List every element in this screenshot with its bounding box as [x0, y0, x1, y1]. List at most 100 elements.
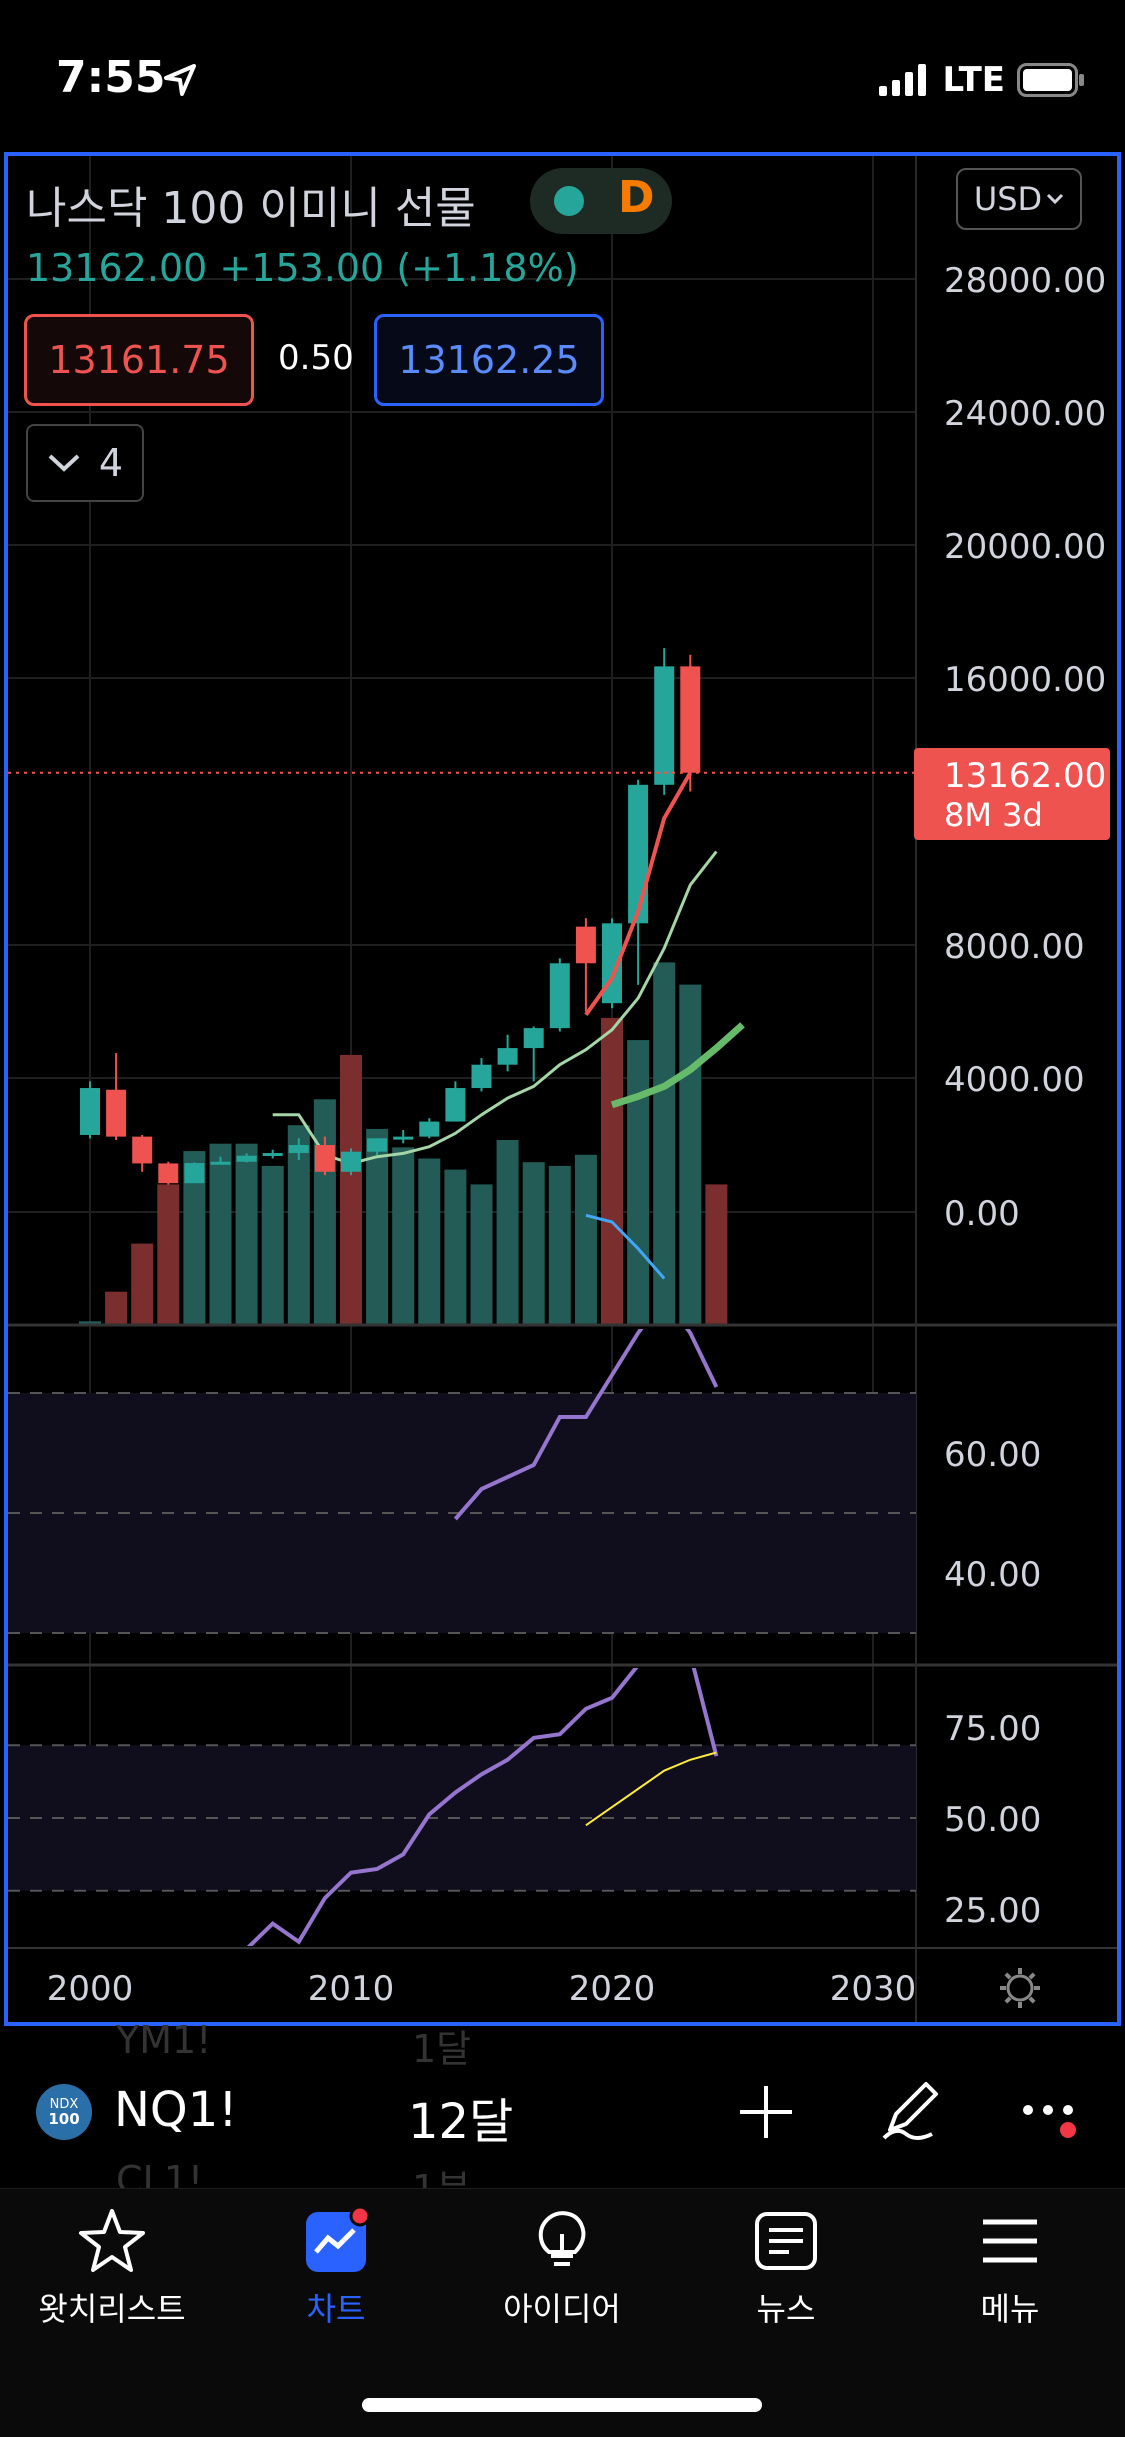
candle-countdown: 8M 3d — [944, 796, 1043, 834]
delayed-badge: D — [618, 172, 655, 223]
tab-label: 메뉴 — [980, 2290, 1040, 2328]
rsi-axis-label: 60.00 — [944, 1435, 1041, 1475]
volume-bar — [340, 1054, 362, 1325]
location-arrow-icon — [164, 64, 196, 96]
network-type: LTE — [942, 60, 1005, 100]
last-price: 13162.00 — [26, 246, 208, 290]
volume-bar — [653, 962, 676, 1325]
last-price-tag: 13162.00 8M 3d — [914, 748, 1110, 840]
volume-bar — [235, 1143, 258, 1325]
candle-body — [236, 1155, 257, 1162]
volume-bar — [105, 1291, 128, 1325]
candle-body — [523, 1028, 544, 1049]
tab-chart[interactable]: 차트 — [246, 2206, 426, 2330]
symbol-logo[interactable]: NDX 100 — [36, 2084, 92, 2140]
tab-ideas[interactable]: 아이디어 — [472, 2206, 652, 2330]
candle-body — [106, 1089, 127, 1137]
price-axis-label: 28000.00 — [944, 261, 1106, 301]
candle-body — [575, 926, 596, 964]
settings-gear-icon[interactable] — [1000, 1968, 1040, 2008]
tab-label: 차트 — [306, 2290, 366, 2328]
time-axis-label: 2030 — [830, 1969, 917, 2009]
price-axis-label: 16000.00 — [944, 660, 1106, 700]
symbol-logo-line2: 100 — [48, 2110, 80, 2128]
symbol-selector[interactable]: NQ1! — [114, 2082, 238, 2138]
candle-body — [445, 1088, 466, 1122]
price-change-percent: (+1.18%) — [396, 246, 579, 290]
gear-tooth — [1004, 1996, 1012, 2004]
market-status-pill[interactable] — [530, 168, 672, 234]
currency-dropdown[interactable]: USD — [956, 168, 1082, 230]
ma-fast-line — [584, 771, 693, 1016]
indicators-toggle[interactable]: 4 — [26, 424, 144, 502]
interval-selector[interactable]: 12달 — [408, 2094, 514, 2150]
status-time: 7:55 — [56, 52, 166, 103]
volume-bar — [287, 1125, 310, 1325]
tab-menu[interactable]: 메뉴 — [920, 2206, 1100, 2330]
volume-bar — [157, 1184, 180, 1325]
symbol-logo-line1: NDX — [49, 2097, 79, 2112]
watchlist-ghost-symbol: YM1! — [116, 2018, 212, 2062]
symbol-title[interactable]: 나스닥 100 이미니 선물 — [26, 183, 476, 234]
star-icon — [79, 2209, 145, 2272]
chart-icon — [306, 2206, 371, 2272]
pen-icon[interactable] — [876, 2074, 946, 2144]
volume-bar — [574, 1154, 597, 1325]
price-axis-label: 8000.00 — [944, 927, 1085, 967]
price-axis-label: 20000.00 — [944, 527, 1106, 567]
chart-canvas[interactable]: 28000.0024000.0020000.0016000.008000.004… — [8, 156, 1117, 2022]
volume-bar — [601, 1017, 623, 1325]
tab-news[interactable]: 뉴스 — [696, 2206, 876, 2330]
gear-tooth — [1028, 1972, 1036, 1980]
price-axis-label: 24000.00 — [944, 394, 1106, 434]
candle-body — [262, 1153, 283, 1157]
price-axis-label: 0.00 — [944, 1194, 1020, 1234]
buy-button[interactable]: 13162.25 — [374, 314, 604, 406]
tab-watchlist[interactable]: 왓치리스트 — [22, 2206, 202, 2330]
candle-body — [471, 1064, 492, 1089]
indicator-count: 4 — [98, 441, 124, 485]
volume-bar — [627, 1040, 650, 1325]
candle-body — [80, 1088, 100, 1135]
more-icon[interactable] — [1020, 2092, 1084, 2142]
chevron-down-icon — [48, 454, 80, 472]
time-axis-label: 2020 — [569, 1969, 656, 2009]
candle-body — [341, 1151, 361, 1172]
add-icon[interactable] — [736, 2082, 796, 2142]
lightbulb-icon — [538, 2211, 586, 2266]
tab-label: 왓치리스트 — [38, 2290, 186, 2328]
volume-bar — [183, 1151, 206, 1325]
volume-bar — [522, 1162, 545, 1325]
sell-button[interactable]: 13161.75 — [24, 314, 254, 406]
tab-label: 아이디어 — [503, 2290, 621, 2328]
watchlist-ghost-interval: 1달 — [412, 2027, 472, 2071]
market-open-dot — [554, 186, 584, 216]
news-icon — [755, 2212, 817, 2270]
volume-bar — [366, 1128, 389, 1325]
time-axis-label: 2000 — [47, 1969, 134, 2009]
chart-area[interactable]: 28000.00 24000.00 20000.00 16000.00 8000.00 4… — [4, 152, 1121, 2026]
volume-bar — [496, 1140, 519, 1325]
candle-body — [419, 1121, 440, 1137]
candle-body — [210, 1161, 231, 1165]
gear-tooth — [1004, 1972, 1012, 1980]
tab-label: 뉴스 — [756, 2290, 816, 2328]
volume-bar — [548, 1165, 571, 1325]
time-axis-label: 2010 — [308, 1969, 395, 2009]
indicator-line-blue — [585, 1213, 666, 1280]
candle-body — [393, 1136, 414, 1140]
candle-body — [680, 666, 701, 773]
candle-body — [367, 1138, 388, 1152]
candle-body — [184, 1163, 205, 1184]
candle-body — [314, 1145, 335, 1172]
volume-bar — [470, 1184, 493, 1325]
volume-bar — [392, 1147, 415, 1325]
volume-bar — [705, 1184, 728, 1325]
price-summary: 13162.00 +153.00 (+1.18%) — [26, 246, 579, 290]
stoch-axis-label: 25.00 — [944, 1891, 1041, 1931]
volume-bar — [131, 1243, 154, 1325]
candle-body — [288, 1145, 309, 1154]
rsi-line — [453, 1329, 719, 1521]
spread-value: 0.50 — [278, 338, 354, 378]
stoch-axis-label: 50.00 — [944, 1800, 1041, 1840]
